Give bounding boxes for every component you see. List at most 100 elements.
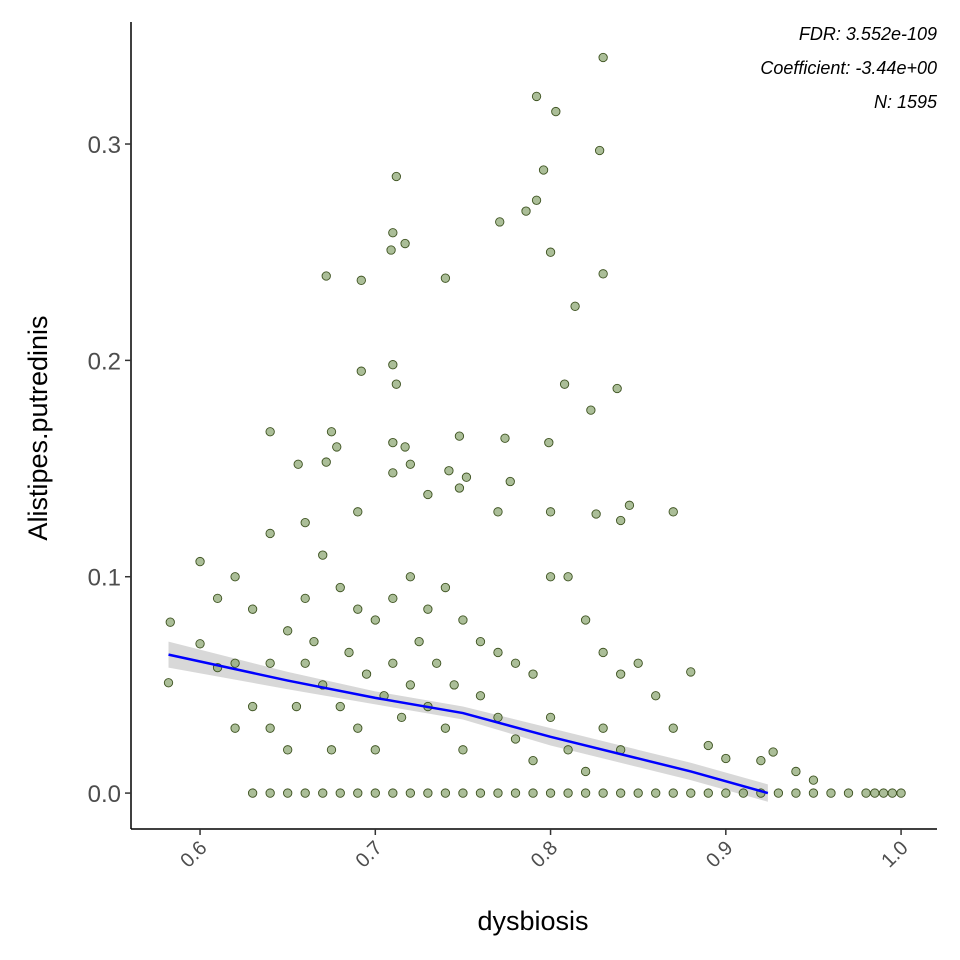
point [545, 247, 556, 257]
point [370, 745, 380, 755]
point [545, 507, 556, 517]
point [165, 617, 175, 627]
point [405, 459, 416, 469]
annotation: N: 1595 [874, 92, 938, 112]
annotation: Coefficient: -3.44e+00 [760, 58, 937, 78]
point [423, 489, 433, 500]
y-tick-label: 0.0 [88, 781, 121, 808]
point [633, 788, 643, 798]
point [826, 788, 836, 798]
x-tick-label: 0.6 [176, 837, 211, 872]
point [531, 91, 542, 102]
y-tick-label: 0.3 [88, 132, 121, 159]
point [773, 788, 784, 798]
x-tick-label: 0.8 [527, 837, 562, 872]
point [230, 572, 240, 582]
point [870, 788, 880, 798]
point [703, 740, 713, 751]
point [391, 379, 401, 389]
point [230, 723, 240, 733]
point [230, 658, 240, 668]
point [388, 360, 398, 370]
x-tick-label: 1.0 [877, 837, 912, 872]
point [353, 788, 363, 798]
point [283, 788, 293, 798]
point [326, 745, 337, 755]
point [454, 431, 465, 441]
point [195, 556, 205, 567]
point [291, 701, 302, 712]
point [538, 165, 549, 175]
point [431, 658, 442, 668]
point [458, 745, 468, 755]
point [551, 106, 561, 117]
point [293, 459, 303, 469]
point [388, 437, 398, 448]
point [495, 217, 505, 227]
point [768, 747, 778, 757]
point [388, 788, 398, 798]
x-tick-label: 0.7 [352, 837, 387, 872]
point [405, 572, 416, 582]
point [545, 572, 556, 582]
x-axis-title: dysbiosis [477, 906, 588, 936]
point [405, 788, 416, 798]
point [335, 582, 345, 593]
point [861, 788, 871, 798]
y-axis-title: Alistipes.putredinis [23, 315, 53, 540]
point [544, 437, 554, 448]
point [580, 788, 591, 798]
point [423, 604, 433, 614]
point [414, 636, 424, 647]
point [265, 723, 275, 733]
point [531, 195, 542, 205]
point [300, 658, 310, 668]
point [598, 52, 608, 63]
point [651, 788, 661, 798]
point [318, 788, 328, 798]
point [703, 788, 713, 798]
point [475, 636, 486, 647]
point [616, 515, 626, 526]
point [309, 636, 319, 647]
point [559, 379, 570, 389]
fit-line [168, 653, 769, 795]
point [493, 647, 503, 658]
point [545, 712, 556, 723]
point [668, 507, 678, 517]
point [388, 658, 398, 668]
point [212, 593, 223, 604]
point [686, 788, 696, 798]
point [651, 691, 661, 701]
point [598, 788, 608, 798]
point [370, 615, 380, 625]
point [887, 788, 897, 798]
point [563, 745, 573, 755]
point [528, 755, 538, 766]
point [510, 788, 521, 798]
point [423, 788, 433, 798]
point [570, 301, 580, 311]
point [598, 723, 608, 733]
y-tick-label: 0.1 [88, 565, 121, 592]
point [510, 658, 521, 668]
point [594, 145, 605, 156]
point [318, 550, 328, 560]
point [545, 788, 556, 798]
point [370, 788, 380, 798]
point [265, 427, 275, 437]
point [247, 604, 258, 614]
x-tick-label: 0.9 [702, 837, 737, 872]
point [616, 669, 626, 679]
point [400, 442, 410, 452]
point [461, 472, 472, 482]
point [528, 669, 538, 679]
point [791, 766, 801, 777]
point [586, 405, 596, 415]
point [386, 245, 396, 255]
point [265, 788, 275, 798]
point [335, 701, 345, 712]
point [521, 206, 531, 216]
point [493, 507, 503, 517]
point [265, 528, 275, 539]
